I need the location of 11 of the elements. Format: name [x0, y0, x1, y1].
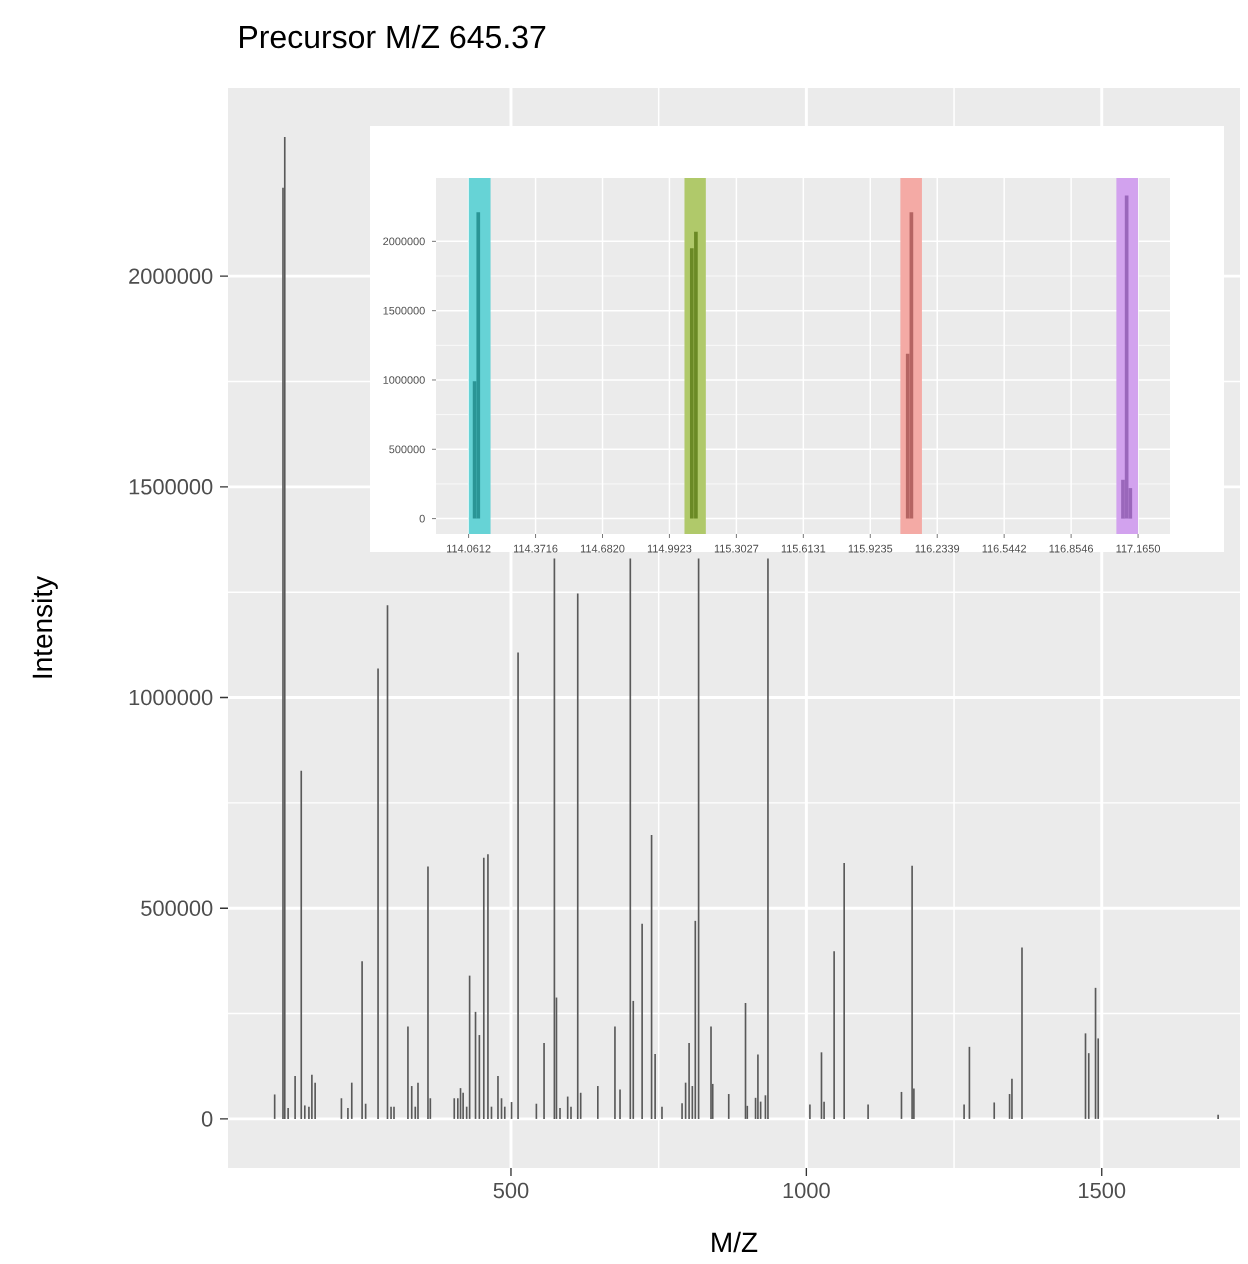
- x-tick-label: 500: [493, 1182, 529, 1199]
- y-tick-label: 2000000: [129, 268, 213, 284]
- y-tick-label: 0: [201, 1111, 213, 1127]
- x-tick-label: 1500: [1079, 1182, 1126, 1199]
- y-axis-title: Intensity: [31, 575, 58, 678]
- x-axis-title: M/Z: [712, 1231, 758, 1253]
- y-tick-label: 500000: [141, 900, 213, 916]
- y-tick-label: 1000000: [129, 689, 213, 706]
- y-tick-label: 1500000: [129, 479, 213, 495]
- chart-title: Precursor M/Z 645.37: [240, 24, 546, 49]
- x-tick-label: 1000: [783, 1182, 830, 1199]
